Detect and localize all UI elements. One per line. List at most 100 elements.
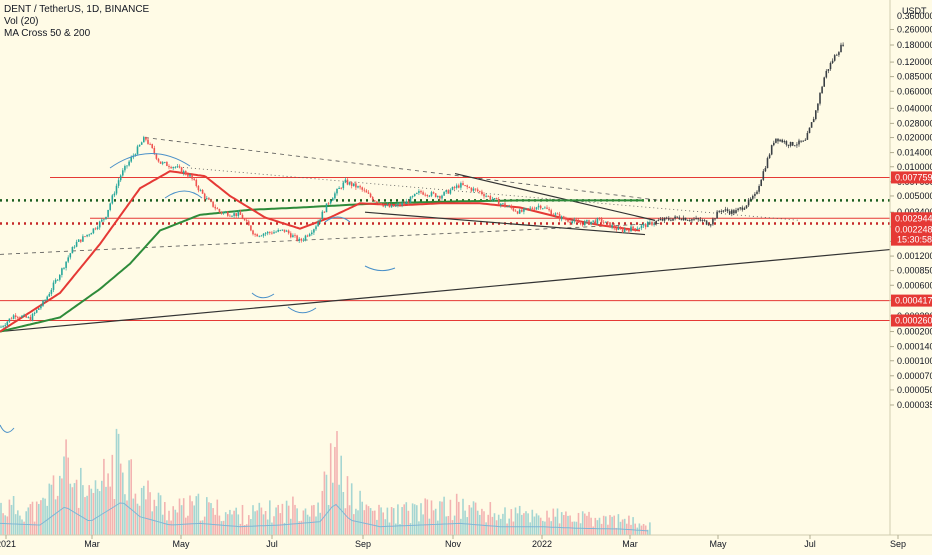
candle-body [323,211,326,213]
candle-body [111,195,114,204]
volume-bar [495,520,498,535]
candle-body [699,219,702,221]
candle-body [609,222,611,228]
price-badge-bg [891,314,932,327]
candle-body [512,208,515,211]
candle-body [29,317,32,321]
volume-bar [409,523,412,535]
volume-bar [371,510,374,535]
candle-body [237,212,240,216]
volume-bar [40,500,42,535]
legend-ma[interactable]: MA Cross 50 & 200 [4,28,91,39]
volume-bar [460,518,462,535]
volume-bar [187,515,189,535]
volume-bar [103,458,105,535]
candle-body [697,218,699,220]
candle-body [487,195,489,197]
volume-bar [437,520,439,535]
candle-body [827,69,830,71]
volume-bar [212,508,214,535]
volume-bar [474,502,477,535]
price-axis[interactable]: 0.260000 0.180000 0.120000 0.085000 0.060000… [890,11,932,410]
candle-body [348,182,351,185]
volume-bar [374,510,376,535]
time-tick-label: Jul [804,539,816,549]
candle-body [716,211,718,219]
candle-body [789,141,792,146]
volume-bar [416,505,418,535]
candle-body [745,205,748,209]
volume-bar [392,508,395,535]
candle-body [113,193,116,196]
volume-bar [596,520,599,535]
price-tick-label: 0.085000 [897,72,932,82]
time-tick-label: Sep [355,539,371,549]
candle-body [182,171,185,174]
volume-bar [554,516,557,535]
candle-body [353,183,355,186]
candle-body [178,166,181,168]
price-badge-bg [891,212,932,225]
candle-body [92,228,95,234]
candle-body [575,219,578,221]
candle-body [388,204,391,208]
candle-body [485,195,487,197]
legend: DENT / TetherUS, 1D, BINANCE Vol (20) MA… [4,4,149,40]
candle-body [153,148,156,154]
volume-bar [552,508,555,535]
candle-body [342,182,345,189]
candle-body [615,228,618,230]
candle-body [653,223,655,225]
price-badge-bg [891,223,932,246]
candle-body [269,231,271,233]
candle-body [434,193,437,198]
volume-bar [628,515,630,535]
volume-bar [220,521,223,535]
candle-body [647,221,649,228]
candle-body [733,210,735,214]
volume-bar [504,507,506,535]
candle-body [542,208,544,210]
volume-bar [413,504,416,535]
candle-body [657,220,660,221]
candle-body [810,122,813,128]
volume-bar [386,507,389,535]
candle-body [705,220,708,225]
arc-top-peak [109,153,191,169]
candle-body [329,200,332,204]
candle-body [189,174,191,177]
candle-body [403,202,405,205]
volume-bar [4,515,6,535]
candle-body [35,309,38,313]
volume-bar [329,443,332,535]
candle-body [216,208,219,210]
time-axis[interactable]: 2021 Mar May Jul Sep Nov 2022 Mar May Jul Sep [0,535,906,549]
candle-body [762,171,765,180]
candle-body [214,206,216,209]
candle-body [248,221,250,226]
legend-title[interactable]: DENT / TetherUS, 1D, BINANCE [4,4,150,15]
candle-body [474,188,477,190]
candle-body [69,253,72,258]
time-tick-label: May [709,539,727,549]
volume-bar [592,526,594,535]
candle-body [655,220,657,224]
candle-body [794,145,796,147]
candle-body [544,207,546,209]
ma200-path [0,199,644,333]
candle-body [787,144,790,146]
volume-bar [67,457,69,535]
candle-body [605,221,607,223]
volume-bar [523,513,525,535]
volume-bar [487,514,489,535]
volume-bar [180,505,183,535]
price-tick-label: 0.260000 [897,25,932,35]
candle-body [250,225,252,231]
volume-bar [418,521,420,535]
price-tick-label: 0.000600 [897,280,932,290]
candle-body [378,203,380,204]
legend-volume[interactable]: Vol (20) [4,16,39,27]
candle-body [724,209,727,211]
candle-body [23,314,25,316]
